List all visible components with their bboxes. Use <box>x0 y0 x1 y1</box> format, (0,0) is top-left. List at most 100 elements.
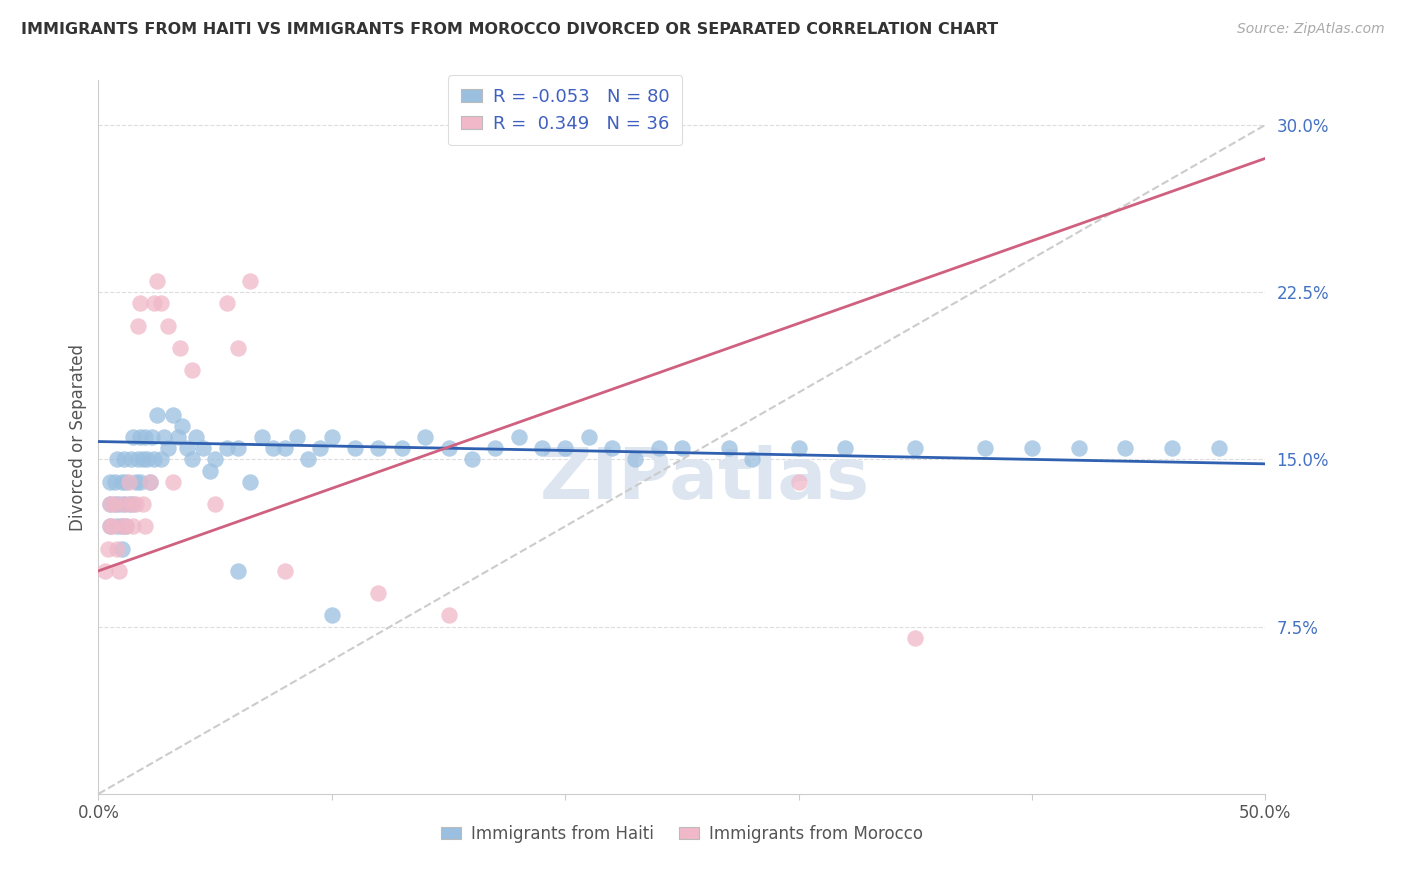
Point <box>146 408 169 422</box>
Point <box>285 430 308 444</box>
Point <box>97 541 120 556</box>
Point <box>200 464 222 478</box>
Point <box>122 519 145 533</box>
Point <box>139 475 162 489</box>
Point <box>132 497 155 511</box>
Point <box>98 475 121 489</box>
Point <box>104 497 127 511</box>
Point <box>671 442 693 455</box>
Point <box>367 442 389 455</box>
Point <box>129 430 152 444</box>
Point <box>94 564 117 578</box>
Point <box>105 519 128 533</box>
Point <box>437 608 460 623</box>
Point <box>1114 442 1136 455</box>
Point <box>104 497 127 511</box>
Point <box>157 318 180 333</box>
Text: ZIPatlas: ZIPatlas <box>540 445 870 515</box>
Point <box>176 442 198 455</box>
Point <box>974 442 997 455</box>
Point <box>150 452 173 467</box>
Point <box>530 442 553 455</box>
Point <box>321 608 343 623</box>
Point <box>215 296 238 310</box>
Point <box>367 586 389 600</box>
Point <box>134 430 156 444</box>
Point <box>101 519 124 533</box>
Point <box>136 452 159 467</box>
Point <box>215 442 238 455</box>
Point <box>228 341 250 355</box>
Point <box>904 631 927 645</box>
Point <box>239 475 262 489</box>
Point <box>104 475 127 489</box>
Point <box>157 442 180 455</box>
Point <box>274 442 297 455</box>
Point <box>132 452 155 467</box>
Point <box>108 497 131 511</box>
Point <box>111 475 134 489</box>
Point <box>141 430 163 444</box>
Point <box>115 519 138 533</box>
Point <box>717 442 740 455</box>
Point <box>98 497 121 511</box>
Point <box>508 430 530 444</box>
Point <box>169 341 191 355</box>
Point <box>484 442 506 455</box>
Point <box>150 296 173 310</box>
Point <box>118 497 141 511</box>
Legend: Immigrants from Haiti, Immigrants from Morocco: Immigrants from Haiti, Immigrants from M… <box>434 819 929 850</box>
Point <box>108 564 131 578</box>
Point <box>166 430 188 444</box>
Point <box>98 519 121 533</box>
Point <box>146 274 169 288</box>
Point <box>105 452 128 467</box>
Point <box>172 418 194 433</box>
Point <box>129 475 152 489</box>
Point <box>741 452 763 467</box>
Point <box>162 408 184 422</box>
Point <box>1021 442 1043 455</box>
Point <box>98 519 121 533</box>
Point <box>112 497 135 511</box>
Point <box>204 452 226 467</box>
Point <box>105 541 128 556</box>
Point <box>228 564 250 578</box>
Point <box>111 519 134 533</box>
Point <box>186 430 208 444</box>
Text: Source: ZipAtlas.com: Source: ZipAtlas.com <box>1237 22 1385 37</box>
Point <box>413 430 436 444</box>
Point <box>309 442 332 455</box>
Point <box>118 475 141 489</box>
Text: IMMIGRANTS FROM HAITI VS IMMIGRANTS FROM MOROCCO DIVORCED OR SEPARATED CORRELATI: IMMIGRANTS FROM HAITI VS IMMIGRANTS FROM… <box>21 22 998 37</box>
Point <box>127 452 149 467</box>
Point <box>143 452 166 467</box>
Point <box>111 519 134 533</box>
Point <box>115 475 138 489</box>
Point <box>125 497 148 511</box>
Point <box>624 452 647 467</box>
Point <box>787 475 810 489</box>
Point <box>250 430 273 444</box>
Point <box>125 475 148 489</box>
Point <box>239 274 262 288</box>
Point <box>297 452 319 467</box>
Point <box>115 519 138 533</box>
Point <box>787 442 810 455</box>
Point <box>162 475 184 489</box>
Point <box>262 442 284 455</box>
Point <box>600 442 623 455</box>
Point <box>180 452 202 467</box>
Y-axis label: Divorced or Separated: Divorced or Separated <box>69 343 87 531</box>
Point <box>134 519 156 533</box>
Point <box>834 442 856 455</box>
Point <box>111 541 134 556</box>
Point <box>554 442 576 455</box>
Point <box>647 442 669 455</box>
Point <box>1067 442 1090 455</box>
Point <box>180 363 202 377</box>
Point <box>1161 442 1184 455</box>
Point <box>139 475 162 489</box>
Point <box>344 442 367 455</box>
Point <box>228 442 250 455</box>
